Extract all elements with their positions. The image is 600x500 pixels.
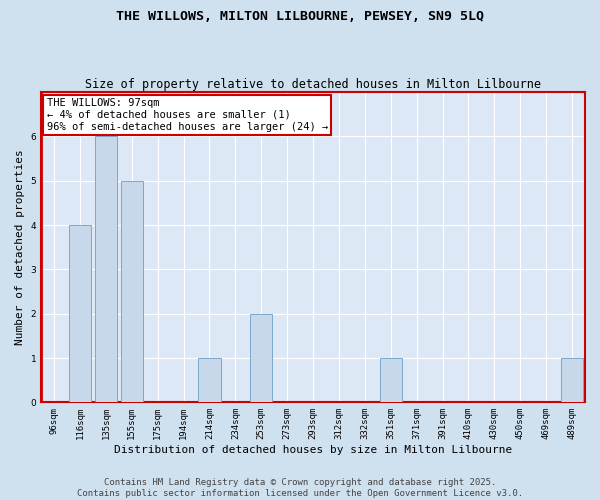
Bar xyxy=(250,314,272,402)
Bar xyxy=(121,181,143,402)
Y-axis label: Number of detached properties: Number of detached properties xyxy=(15,150,25,345)
Bar xyxy=(380,358,402,403)
Text: THE WILLOWS, MILTON LILBOURNE, PEWSEY, SN9 5LQ: THE WILLOWS, MILTON LILBOURNE, PEWSEY, S… xyxy=(116,10,484,23)
Bar xyxy=(561,358,583,403)
Text: THE WILLOWS: 97sqm
← 4% of detached houses are smaller (1)
96% of semi-detached : THE WILLOWS: 97sqm ← 4% of detached hous… xyxy=(47,98,328,132)
X-axis label: Distribution of detached houses by size in Milton Lilbourne: Distribution of detached houses by size … xyxy=(114,445,512,455)
Bar xyxy=(69,225,91,402)
Bar xyxy=(95,136,117,402)
Title: Size of property relative to detached houses in Milton Lilbourne: Size of property relative to detached ho… xyxy=(85,78,541,91)
Bar xyxy=(199,358,221,403)
Text: Contains HM Land Registry data © Crown copyright and database right 2025.
Contai: Contains HM Land Registry data © Crown c… xyxy=(77,478,523,498)
